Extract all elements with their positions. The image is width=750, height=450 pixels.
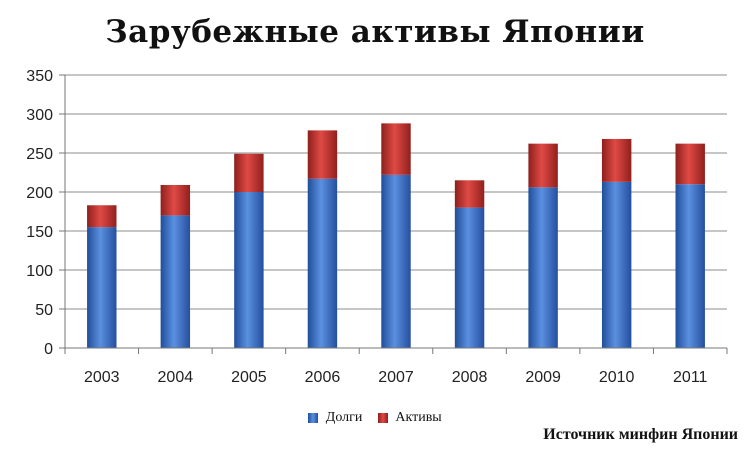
x-tick-label: 2011 [673, 369, 708, 386]
bar-debts-2009 [528, 187, 558, 348]
bar-assets-2009 [528, 143, 558, 188]
chart-title: Зарубежные активы Японии [105, 14, 645, 50]
bar-debts-2005 [234, 192, 264, 348]
bar-assets-2010 [601, 138, 632, 182]
bar-assets-2006 [307, 130, 338, 179]
x-tick-label: 2006 [305, 369, 341, 386]
y-tick-label: 150 [26, 224, 53, 241]
x-tick-label: 2009 [525, 369, 561, 386]
bar-assets-2007 [381, 123, 411, 175]
bars [87, 123, 705, 348]
x-tick-label: 2004 [158, 369, 194, 386]
x-tick-label: 2007 [378, 369, 414, 386]
y-tick-label: 350 [26, 68, 53, 85]
bar-assets-2011 [675, 143, 705, 185]
y-tick-label: 200 [26, 185, 53, 202]
x-tick-label: 2008 [452, 369, 488, 386]
bar-debts-2007 [381, 174, 411, 348]
x-tick-label: 2003 [84, 369, 120, 386]
bar-assets-2003 [87, 205, 117, 228]
y-tick-label: 300 [26, 107, 53, 124]
source-note: Источник минфин Японии [543, 426, 738, 443]
y-tick-label: 50 [35, 302, 53, 319]
x-tick-label: 2005 [231, 369, 267, 386]
chart-plot: 0 50 100 150 200 250 300 350 2003 2004 2005 2006 200… [26, 68, 728, 386]
bar-debts-2011 [675, 184, 705, 348]
bar-assets-2004 [160, 184, 191, 216]
bar-debts-2003 [87, 227, 117, 348]
legend-swatch-assets [377, 412, 388, 423]
legend-swatch-debts [308, 412, 319, 423]
bar-debts-2008 [454, 207, 485, 348]
x-tick-label: 2010 [599, 369, 635, 386]
y-tick-label: 100 [26, 263, 53, 280]
y-tick-label: 0 [44, 341, 53, 358]
bar-assets-2005 [234, 153, 264, 192]
bar-debts-2010 [601, 181, 632, 348]
legend-item-debts: Долги [308, 410, 362, 426]
axes: 0 50 100 150 200 250 300 350 2003 2004 2005 2006 200… [26, 68, 728, 386]
legend-label-debts: Долги [325, 410, 363, 425]
bar-debts-2006 [307, 178, 338, 348]
y-tick-label: 250 [26, 146, 53, 163]
bar-debts-2004 [160, 215, 191, 348]
legend-label-assets: Активы [395, 410, 442, 425]
legend-item-assets: Активы [377, 410, 442, 426]
legend: Долги Активы [0, 410, 750, 426]
bar-assets-2008 [454, 180, 485, 208]
